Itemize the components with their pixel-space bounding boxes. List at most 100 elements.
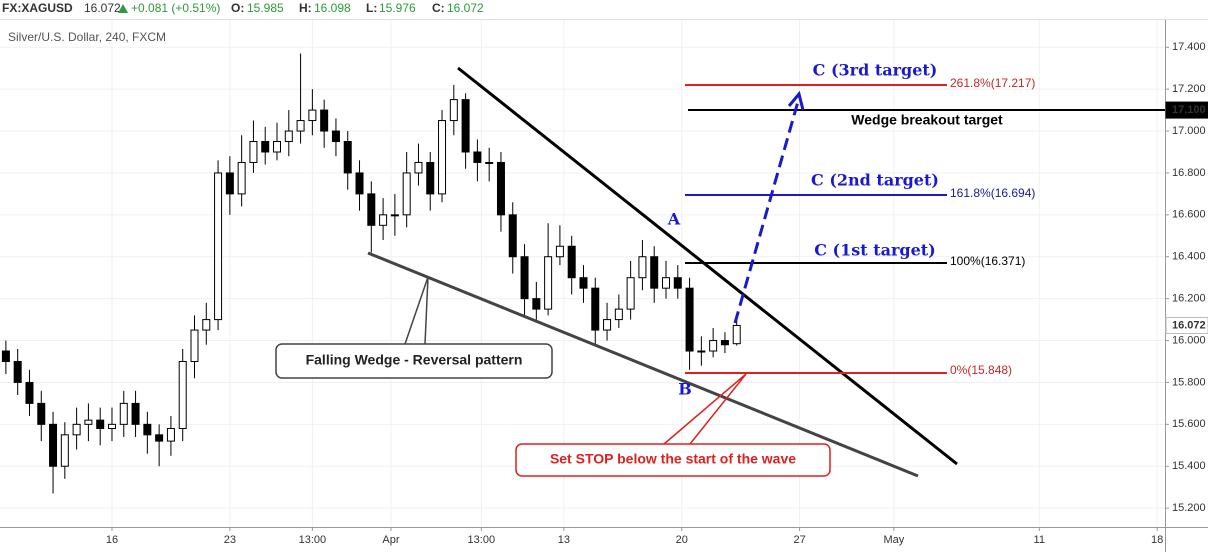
candle-body xyxy=(225,172,234,195)
candle-body xyxy=(697,350,706,353)
breakout-label: Wedge breakout target xyxy=(851,112,1003,128)
candle-body xyxy=(284,130,293,143)
candle-body xyxy=(249,141,258,163)
y-tick-label: 16.400 xyxy=(1172,251,1206,263)
x-tick-label: 16 xyxy=(106,534,118,546)
x-tick-label: 11 xyxy=(1034,534,1045,546)
candle-body xyxy=(732,324,741,345)
stop-callout xyxy=(515,443,831,477)
y-tick-label: 15.400 xyxy=(1172,460,1206,472)
candle-body xyxy=(25,381,34,404)
x-tick-label: 27 xyxy=(793,534,805,546)
candle-body xyxy=(685,287,694,352)
candle-body xyxy=(166,428,175,442)
candle-body xyxy=(473,151,482,163)
x-tick-label: 13:00 xyxy=(299,534,327,546)
low-value: 15.976 xyxy=(379,1,416,15)
up-icon xyxy=(118,4,128,13)
price-label-box xyxy=(1165,316,1208,334)
close-label: C: xyxy=(432,1,445,15)
candle-body xyxy=(567,245,576,279)
candle-body xyxy=(720,340,729,346)
c1-label: C (1st target) xyxy=(814,241,936,260)
candle-body xyxy=(390,214,399,217)
candle-body xyxy=(379,214,388,226)
wedge-callout xyxy=(275,343,553,379)
low-label: L: xyxy=(366,1,377,15)
wedge-pointer xyxy=(404,276,429,345)
candle-body xyxy=(320,109,329,132)
candle-body xyxy=(178,360,187,430)
candle-body xyxy=(461,99,470,153)
fib-label-2618: 261.8%(17.217) xyxy=(950,76,1035,90)
price-label-box xyxy=(1165,101,1208,119)
wedge-label: Falling Wedge - Reversal pattern xyxy=(306,352,523,368)
symbol: FX:XAGUSD xyxy=(2,1,73,15)
point-b: B xyxy=(678,380,692,399)
lower-wedge-line xyxy=(367,251,919,478)
candles xyxy=(1,53,741,494)
candle-body xyxy=(331,130,340,143)
candle-body xyxy=(273,141,282,153)
candle-body xyxy=(107,423,116,430)
candle-body xyxy=(496,161,505,216)
candle-body xyxy=(202,319,211,331)
candle-body xyxy=(72,423,81,436)
candle-body xyxy=(579,277,588,289)
candle-body xyxy=(449,99,458,122)
y-tick-label: 17.000 xyxy=(1172,125,1206,137)
candle-body xyxy=(367,193,376,226)
candle-body xyxy=(555,245,564,258)
high-value: 16.098 xyxy=(314,1,351,15)
last-price: 16.072 xyxy=(84,1,121,15)
candle-body xyxy=(414,161,423,174)
candle-body xyxy=(591,287,600,331)
candle-body xyxy=(96,419,105,430)
annotations: Falling Wedge - Reversal pattern Set STO… xyxy=(275,61,1165,478)
y-tick-label: 16.000 xyxy=(1172,334,1206,346)
candle-body xyxy=(237,161,246,195)
candle-body xyxy=(190,329,199,362)
price-label: 16.072 xyxy=(1172,319,1206,331)
upper-wedge-line xyxy=(457,66,958,466)
candle-body xyxy=(544,256,553,310)
x-tick-label: 13:00 xyxy=(468,534,496,546)
candle-body xyxy=(155,434,164,442)
candle-body xyxy=(143,423,152,436)
candle-body xyxy=(485,161,494,164)
candle-body xyxy=(614,308,623,321)
candle-body xyxy=(214,172,223,321)
candle-body xyxy=(131,402,140,425)
candle-body xyxy=(402,172,411,216)
candle-body xyxy=(261,141,270,153)
candle-body xyxy=(650,256,659,289)
open-label: O: xyxy=(231,1,244,15)
x-tick-label: Apr xyxy=(382,534,399,546)
candle-body xyxy=(13,360,22,383)
y-tick-label: 17.400 xyxy=(1172,41,1206,53)
candle-body xyxy=(673,277,682,289)
y-tick-label: 16.200 xyxy=(1172,293,1206,305)
candle-body xyxy=(37,402,46,425)
candle-body xyxy=(508,214,517,258)
candle-body xyxy=(343,141,352,174)
candle-body xyxy=(60,434,69,467)
fib-label-1618: 161.8%(16.694) xyxy=(950,186,1035,200)
open-value: 15.985 xyxy=(247,1,284,15)
x-tick-label: May xyxy=(883,534,904,546)
fib-label-0: 0%(15.848) xyxy=(950,363,1012,377)
candle-body xyxy=(709,340,718,352)
stop-label: Set STOP below the start of the wave xyxy=(550,451,796,467)
candle-body xyxy=(638,256,647,279)
candle-body xyxy=(426,161,435,195)
chart-title: Silver/U.S. Dollar, 240, FXCM xyxy=(8,30,166,44)
y-tick-label: 15.200 xyxy=(1172,502,1206,514)
point-a: A xyxy=(667,210,681,229)
candle-body xyxy=(355,172,364,195)
x-tick-label: 20 xyxy=(676,534,688,546)
y-tick-label: 17.200 xyxy=(1172,83,1206,95)
fib-label-100: 100%(16.371) xyxy=(950,254,1025,268)
candle-body xyxy=(438,120,447,195)
x-tick-label: 18 xyxy=(1151,534,1163,546)
